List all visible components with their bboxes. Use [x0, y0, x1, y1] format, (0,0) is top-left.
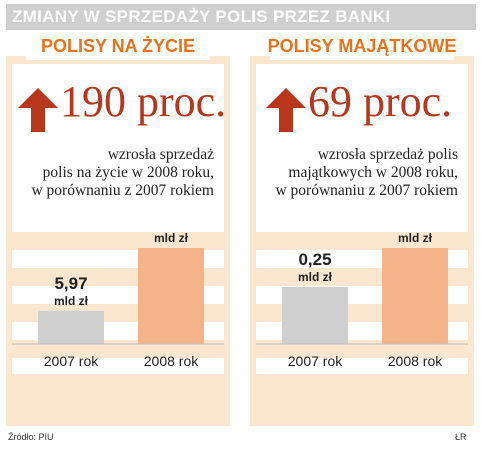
- panel-subtitle: POLISY MAJĄTKOWE: [267, 36, 457, 56]
- panel-inner: 190 proc. wzrosła sprzedaż polis na życi…: [12, 64, 227, 374]
- panel-property-insurance: POLISY MAJĄTKOWE 69 proc. wzrosła sprzed…: [250, 34, 474, 426]
- desc-line: w porównaniu z 2007 rokiem: [31, 182, 214, 199]
- author-note: ŁR: [455, 432, 467, 442]
- desc-line: w porównaniu z 2007 rokiem: [275, 182, 458, 199]
- category-label: 2008 rok: [144, 353, 199, 369]
- growth-description: wzrosła sprzedaż polis majątkowych w 200…: [275, 146, 458, 200]
- unit-label: mld zł: [298, 270, 333, 284]
- bar: [382, 248, 448, 344]
- subtitle-bg: [270, 34, 454, 60]
- category-label: 2007 rok: [44, 353, 99, 369]
- data-label: 5,97: [54, 274, 87, 293]
- panel-subtitle: POLISY NA ŻYCIE: [40, 36, 196, 56]
- page-title: ZMIANY W SPRZEDAŻY POLIS PRZEZ BANKI: [12, 7, 391, 26]
- bar: [38, 310, 104, 344]
- data-label: 0,25: [298, 250, 331, 269]
- panel-life-insurance: POLISY NA ŻYCIE 190 proc. wzrosła sprzed…: [6, 34, 230, 426]
- desc-line: wzrosła sprzedaż: [107, 146, 214, 163]
- growth-value: 190 proc.: [60, 77, 227, 126]
- source-note: Źródło: PIU: [8, 432, 54, 442]
- grid-stripe: [12, 232, 224, 250]
- desc-line: majątkowych w 2008 roku,: [288, 164, 458, 181]
- grid-stripe: [256, 232, 468, 250]
- unit-label: mld zł: [398, 232, 433, 245]
- desc-line: polis na życie w 2008 roku,: [42, 164, 214, 181]
- growth-description: wzrosła sprzedaż polis na życie w 2008 r…: [31, 146, 214, 200]
- growth-value: 69 proc.: [308, 77, 453, 126]
- unit-label: mld zł: [154, 232, 189, 245]
- category-label: 2008 rok: [388, 353, 443, 369]
- up-arrow-icon: [266, 88, 306, 132]
- category-label: 2007 rok: [288, 353, 343, 369]
- subtitle-bg: [26, 34, 210, 60]
- bar: [138, 248, 204, 344]
- desc-line: wzrosła sprzedaż polis: [317, 146, 458, 163]
- up-arrow-icon: [18, 88, 58, 132]
- unit-label: mld zł: [54, 294, 89, 308]
- bar: [282, 286, 348, 344]
- header-bar: ZMIANY W SPRZEDAŻY POLIS PRZEZ BANKI: [6, 4, 476, 30]
